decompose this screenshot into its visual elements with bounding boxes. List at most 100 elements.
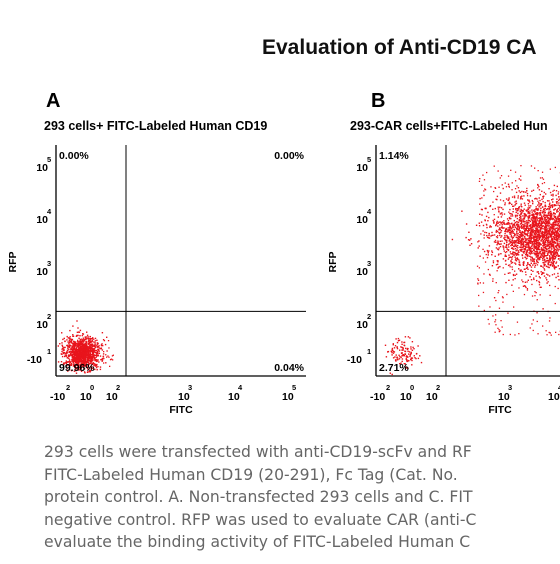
data-point (550, 226, 552, 228)
data-point (80, 338, 82, 340)
data-point (90, 361, 93, 363)
data-point (499, 240, 501, 242)
data-point (538, 226, 540, 229)
data-point (87, 355, 89, 357)
data-point (69, 352, 72, 354)
data-point (551, 232, 553, 234)
data-point (85, 348, 88, 350)
data-point (483, 194, 485, 197)
data-point (555, 331, 557, 333)
data-point (512, 231, 514, 233)
data-point (63, 349, 65, 351)
data-point (538, 231, 540, 234)
data-point (495, 314, 497, 316)
data-point (64, 353, 66, 355)
data-point (520, 240, 523, 242)
data-point (524, 213, 526, 215)
data-point (556, 248, 559, 250)
data-point (515, 203, 517, 205)
data-point (541, 249, 543, 252)
data-point (526, 255, 528, 257)
data-point (546, 216, 548, 218)
data-point (465, 236, 467, 239)
data-point (514, 262, 516, 264)
data-point (542, 235, 544, 238)
data-point (528, 229, 531, 232)
data-point (558, 279, 560, 281)
data-point (81, 362, 83, 364)
data-point (519, 223, 522, 225)
y-tick-label: -10 (347, 354, 362, 366)
data-point (497, 327, 499, 329)
data-point (527, 216, 529, 218)
data-point (78, 353, 80, 355)
data-point (508, 231, 511, 234)
data-point (537, 247, 539, 249)
data-point (77, 345, 79, 348)
data-point (409, 354, 411, 356)
data-point (79, 346, 81, 348)
data-point (514, 171, 517, 173)
data-point (495, 241, 497, 243)
data-point (537, 243, 539, 245)
data-point (75, 362, 78, 364)
data-point (100, 347, 103, 349)
data-point (493, 190, 495, 193)
data-point (552, 246, 555, 248)
data-point (546, 200, 549, 202)
data-point (95, 364, 98, 367)
data-point (555, 220, 557, 222)
data-point (408, 359, 410, 362)
data-point (399, 363, 401, 365)
data-point (558, 228, 560, 230)
data-point (547, 281, 549, 283)
data-point (534, 243, 537, 245)
data-point (62, 364, 65, 366)
data-point (535, 233, 537, 236)
data-point (517, 253, 519, 255)
data-point (558, 202, 560, 204)
data-point (523, 261, 525, 263)
data-point (550, 237, 553, 239)
data-point (83, 358, 85, 360)
data-point (556, 198, 558, 200)
data-point (478, 225, 481, 227)
data-point (484, 189, 487, 191)
data-point (91, 345, 94, 347)
data-point (506, 246, 508, 249)
data-point (75, 356, 78, 358)
data-point (482, 248, 484, 250)
data-point (531, 209, 533, 211)
data-point (500, 236, 502, 238)
data-point (404, 363, 406, 365)
data-point (406, 359, 408, 361)
data-point (534, 220, 536, 222)
data-point (548, 208, 551, 210)
data-point (512, 254, 515, 256)
data-point (515, 180, 517, 182)
data-point (538, 222, 541, 224)
data-point (527, 232, 529, 235)
data-point (526, 230, 528, 232)
data-point (550, 334, 552, 336)
data-point (528, 215, 531, 217)
data-point (400, 362, 402, 364)
data-point (554, 166, 556, 169)
data-point (551, 257, 553, 260)
data-point (499, 199, 502, 201)
data-point (548, 224, 550, 226)
data-point (103, 362, 105, 364)
data-point (518, 259, 520, 261)
data-point (558, 198, 560, 200)
data-point (108, 356, 110, 358)
data-point (492, 201, 494, 203)
data-point (549, 236, 552, 238)
data-point (86, 366, 88, 369)
data-point (79, 342, 81, 345)
data-point (542, 308, 544, 310)
data-point (555, 246, 557, 248)
data-point (509, 266, 511, 268)
data-point (88, 346, 90, 348)
x-axis-label: FITC (169, 404, 193, 416)
data-point (71, 342, 73, 344)
